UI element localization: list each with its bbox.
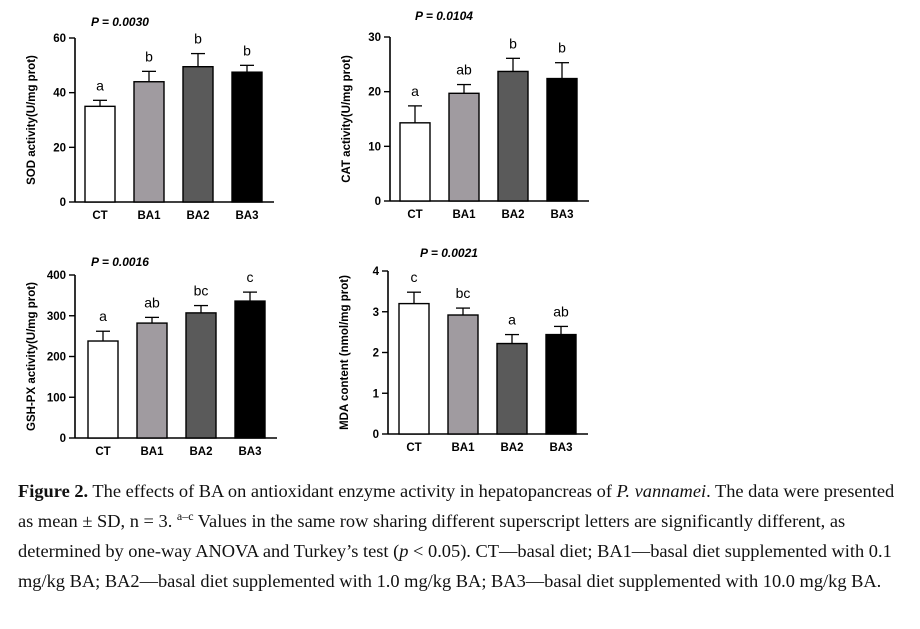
caption-superscript: a–c [176, 508, 194, 523]
panel2-sig-letter: a [411, 83, 419, 99]
panel1-y-axis-label: SOD activity(U/mg prot) [26, 55, 38, 185]
panel3-y-tick-label: 0 [60, 433, 66, 445]
caption-text-4: < 0.05). CT—basal diet; BA1—basal diet s… [18, 541, 892, 591]
panel2-y-axis-label: CAT activity(U/mg prot) [341, 55, 353, 183]
caption-label: Figure 2. [18, 481, 89, 501]
panel2-p-value: P = 0.0104 [415, 9, 473, 23]
panel1-sig-letter: b [194, 31, 202, 47]
panel4-x-tick-label: BA3 [549, 442, 572, 454]
panel2-bar-ba2 [497, 70, 529, 202]
panel2-y-tick-label: 20 [368, 87, 381, 99]
panel4-sig-letter: c [411, 269, 418, 285]
panel4-bar-ba2 [496, 342, 528, 435]
panel3-y-tick-label: 100 [47, 392, 66, 404]
panel3-bar-ba1 [136, 322, 168, 439]
panel3-sig-letter: c [247, 269, 254, 285]
panel1-bar-ba2 [182, 65, 214, 203]
panel1-sig-letter: a [96, 77, 104, 93]
panel1-bar-ct [84, 105, 116, 203]
panel2-bar-ba1 [448, 92, 480, 202]
panel1-p-value: P = 0.0030 [91, 15, 149, 29]
panel3-bar-ba3 [234, 300, 266, 439]
panel2-bar-ct [399, 122, 431, 202]
panel4-x-tick-label: CT [406, 442, 421, 454]
panel3-x-tick-label: BA1 [140, 446, 164, 458]
panel3-sig-letter: ab [144, 294, 160, 310]
panel4-y-axis-label: MDA content (nmol/mg prot) [339, 275, 351, 430]
panel1-bar-ba3 [231, 71, 263, 203]
panel1-bar-ba1 [133, 81, 165, 203]
panel4-y-tick-label: 1 [373, 388, 380, 400]
panel3-y-tick-label: 300 [47, 311, 66, 323]
panel1-sig-letter: b [243, 42, 251, 58]
panel1-y-tick-label: 40 [53, 88, 66, 100]
panel2-sig-letter: b [509, 35, 517, 51]
panel1-y-tick-label: 20 [53, 142, 66, 154]
panel3-y-tick-label: 400 [47, 270, 66, 282]
panel4-bar-ba1 [447, 314, 479, 435]
panel1-sig-letter: b [145, 48, 153, 64]
panel2-x-tick-label: BA3 [550, 209, 573, 221]
panel4-bar-ct [398, 302, 430, 435]
caption-text-3: Values in the same row sharing different… [18, 511, 846, 561]
panel1-x-tick-label: BA3 [235, 210, 258, 222]
panel3-x-tick-label: BA2 [189, 446, 212, 458]
panel4-sig-letter: a [508, 312, 516, 328]
panel1-x-tick-label: CT [92, 210, 107, 222]
panel2-y-tick-label: 0 [375, 196, 381, 208]
caption-p-symbol: p [399, 541, 409, 561]
panel3-bar-ba2 [185, 312, 217, 439]
caption-text-2: . The data were presented as mean ± SD, … [18, 481, 895, 531]
panel4-y-tick-label: 3 [373, 307, 379, 319]
panel2-bar-ba3 [546, 77, 578, 202]
panel2-x-tick-label: CT [407, 209, 422, 221]
panel4-x-tick-label: BA2 [500, 442, 523, 454]
panel4-y-tick-label: 4 [373, 266, 380, 278]
panel4-p-value: P = 0.0021 [420, 246, 478, 260]
caption-text-1: The effects of BA on antioxidant enzyme … [88, 481, 617, 501]
panel3-y-axis-label: GSH-PX activity(U/mg prot) [26, 282, 38, 431]
panel4-sig-letter: ab [553, 303, 569, 319]
panel2-sig-letter: ab [456, 62, 472, 78]
panel4-sig-letter: bc [456, 285, 471, 301]
panel4-y-tick-label: 0 [373, 429, 379, 441]
caption-species: P. vannamei [616, 481, 707, 501]
panel1-y-tick-label: 0 [60, 197, 66, 209]
panel3-x-tick-label: CT [95, 446, 110, 458]
panel2-x-tick-label: BA1 [452, 209, 476, 221]
panel1-x-tick-label: BA2 [186, 210, 209, 222]
panel1-x-tick-label: BA1 [137, 210, 161, 222]
panel4-x-tick-label: BA1 [451, 442, 475, 454]
panel3-sig-letter: bc [194, 283, 209, 299]
panel3-x-tick-label: BA3 [238, 446, 261, 458]
panel2-y-tick-label: 30 [368, 32, 381, 44]
panel1-y-tick-label: 60 [53, 33, 66, 45]
panel2-y-tick-label: 10 [368, 141, 381, 153]
panel3-bar-ct [87, 340, 119, 439]
panel2-x-tick-label: BA2 [501, 209, 524, 221]
panel3-p-value: P = 0.0016 [91, 255, 149, 269]
panel3-y-tick-label: 200 [47, 352, 66, 364]
panel2-sig-letter: b [558, 40, 566, 56]
figure-caption: Figure 2. The effects of BA on antioxida… [18, 476, 914, 596]
panel3-sig-letter: a [99, 308, 107, 324]
panel4-bar-ba3 [545, 333, 577, 435]
panel4-y-tick-label: 2 [373, 348, 379, 360]
